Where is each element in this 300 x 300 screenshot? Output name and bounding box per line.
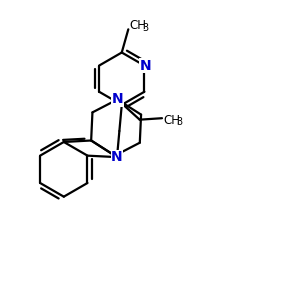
Text: N: N [140,58,151,73]
Text: CH: CH [129,19,146,32]
Text: 3: 3 [177,117,183,127]
Text: N: N [112,92,123,106]
Text: N: N [111,150,123,164]
Text: 3: 3 [142,22,148,32]
Text: CH: CH [164,114,181,127]
